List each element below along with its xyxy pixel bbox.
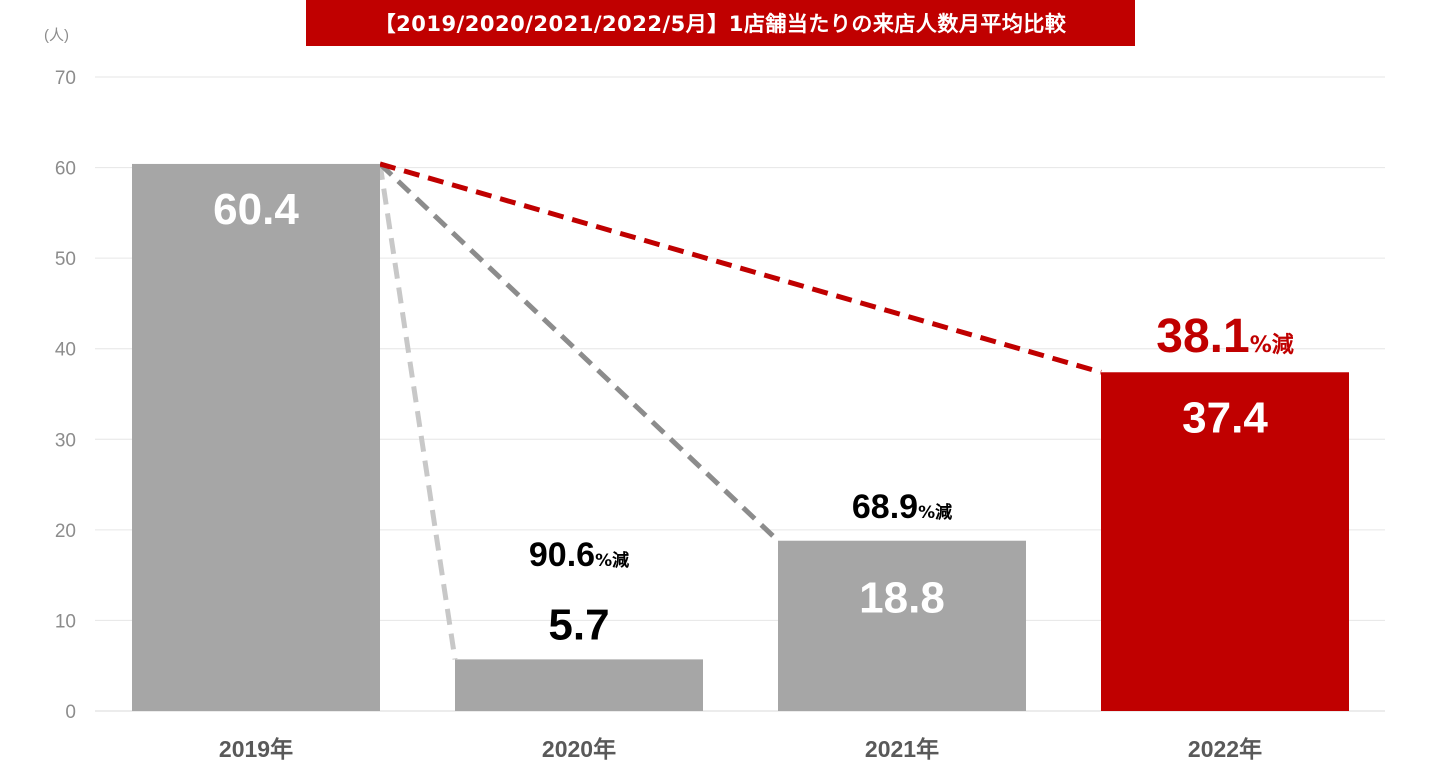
reduction-value: 38.1 xyxy=(1156,310,1249,363)
comparison-line xyxy=(377,163,458,660)
y-axis-unit: (人) xyxy=(44,27,69,44)
x-axis-labels: 2019年 2020年 2021年 2022年 xyxy=(219,736,1262,762)
y-tick-label: 50 xyxy=(55,249,76,270)
y-tick-label: 40 xyxy=(55,340,76,361)
y-tick-label: 60 xyxy=(55,159,76,180)
comparison-lines xyxy=(377,161,1102,660)
bar-value-label: 18.8 xyxy=(859,574,945,623)
bar-value-label: 5.7 xyxy=(548,600,609,649)
y-tick-label: 0 xyxy=(65,702,76,723)
bar xyxy=(132,163,380,711)
bar-value-labels: 60.4 5.7 18.8 37.4 xyxy=(213,185,1268,649)
reduction-unit: %減 xyxy=(1250,333,1294,358)
bar-value-label: 37.4 xyxy=(1182,393,1268,442)
comparison-line xyxy=(378,162,780,543)
y-axis-ticks: 0 10 20 30 40 50 60 70 xyxy=(55,68,76,723)
reduction-value: 68.9 xyxy=(852,488,918,526)
reduction-unit: %減 xyxy=(595,550,629,571)
reduction-value: 90.6 xyxy=(529,536,595,574)
y-tick-label: 30 xyxy=(55,430,76,451)
reduction-annotation: 38.1%減 xyxy=(1156,310,1293,363)
x-tick-label: 2020年 xyxy=(542,736,616,762)
bar-value-label: 60.4 xyxy=(213,185,299,234)
bar xyxy=(1101,372,1349,711)
x-tick-label: 2019年 xyxy=(219,736,293,762)
y-tick-label: 70 xyxy=(55,68,76,89)
reduction-annotations: 90.6%減68.9%減38.1%減 xyxy=(529,310,1294,574)
bars xyxy=(132,163,1349,711)
bar xyxy=(778,540,1026,711)
x-tick-label: 2021年 xyxy=(865,736,939,762)
y-tick-label: 20 xyxy=(55,521,76,542)
chart-title: 【2019/2020/2021/2022/5月】1店舗当たりの来店人数月平均比較 xyxy=(306,0,1135,46)
reduction-annotation: 68.9%減 xyxy=(852,488,952,526)
bar xyxy=(455,659,703,711)
x-tick-label: 2022年 xyxy=(1188,736,1262,762)
reduction-annotation: 90.6%減 xyxy=(529,536,629,574)
reduction-unit: %減 xyxy=(918,502,952,523)
comparison-line xyxy=(379,161,1102,375)
y-tick-label: 10 xyxy=(55,611,76,632)
